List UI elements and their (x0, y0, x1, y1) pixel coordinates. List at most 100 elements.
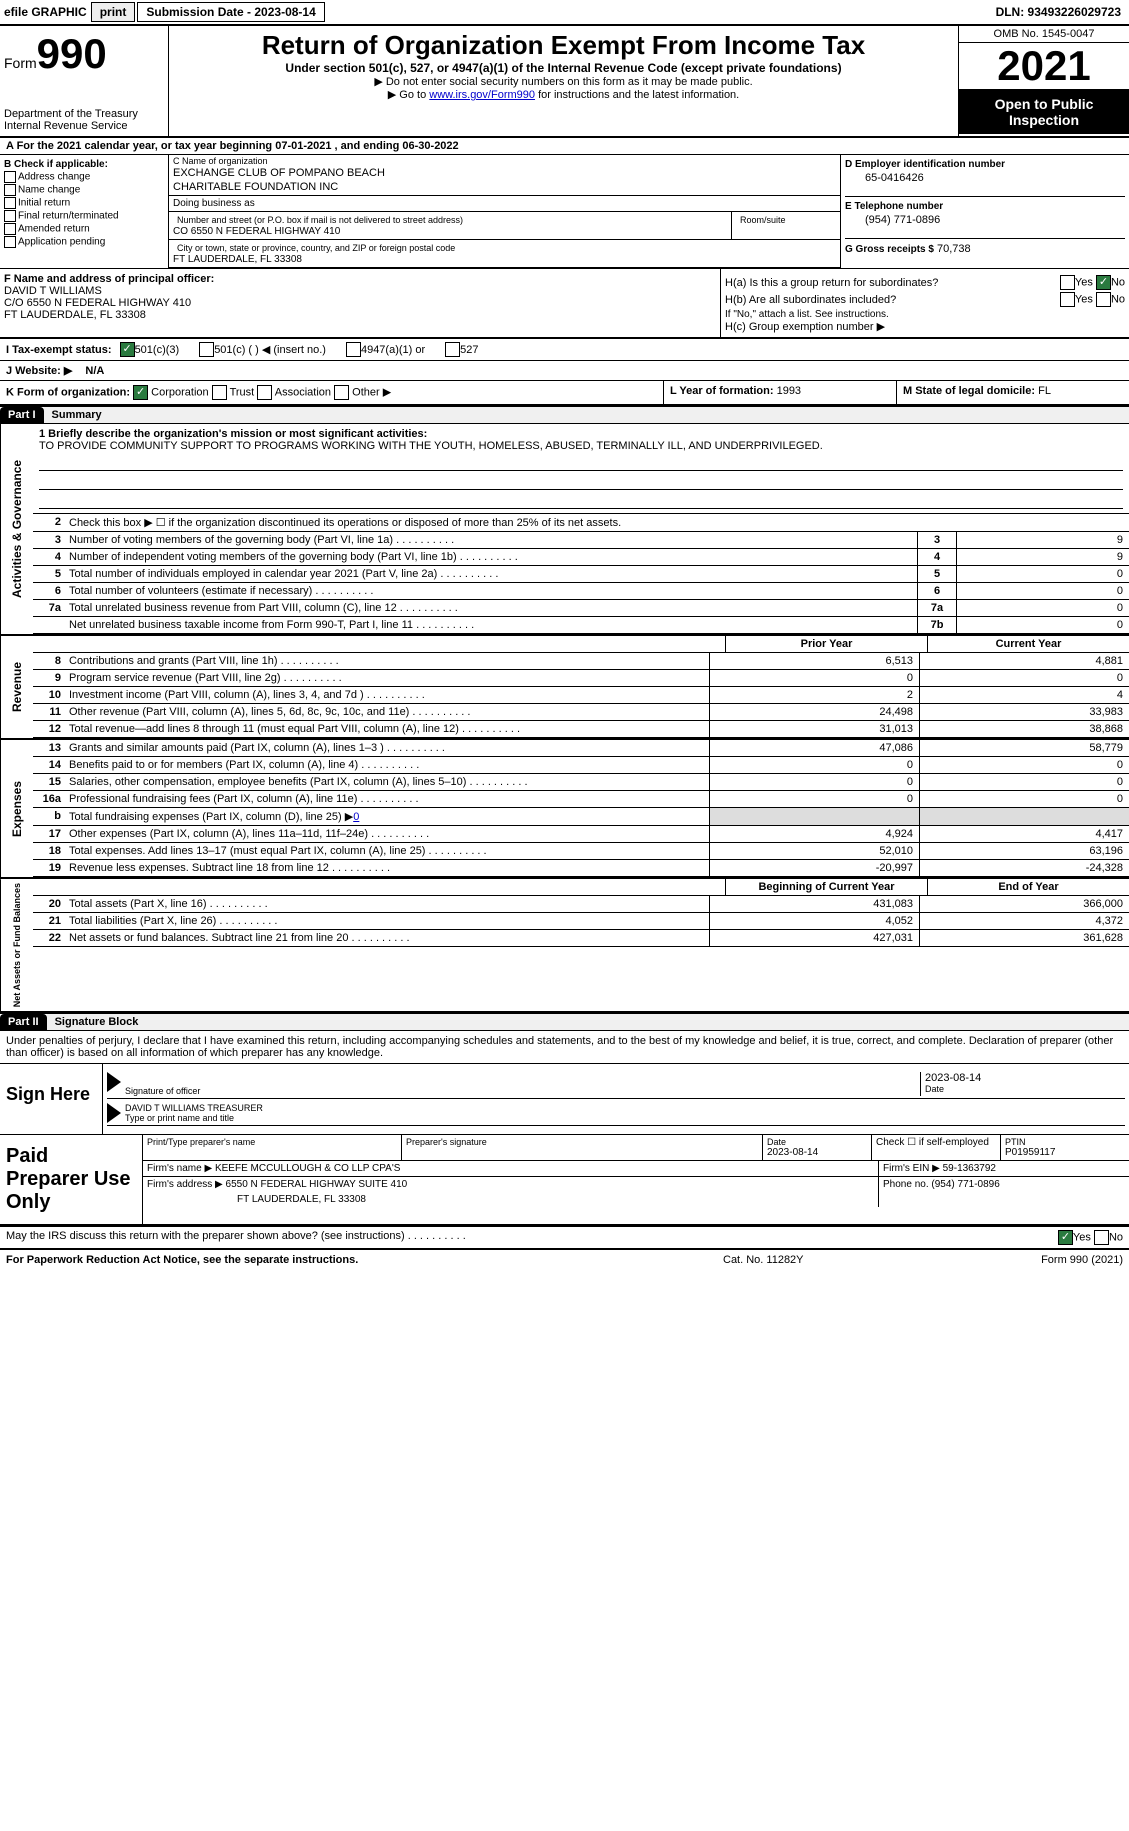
checkbox-trust[interactable] (212, 385, 227, 400)
checkbox-501c3[interactable]: ✓ (120, 342, 135, 357)
label-initial: Initial return (18, 198, 70, 209)
row-prior: 431,083 (709, 896, 919, 912)
city-label: City or town, state or province, country… (173, 242, 836, 254)
l-label: L Year of formation: (670, 385, 774, 397)
begin-year-h: Beginning of Current Year (725, 879, 927, 895)
subtitle-ssn: ▶ Do not enter social security numbers o… (173, 75, 954, 88)
label-addr-change: Address change (18, 172, 90, 183)
j-label: J Website: ▶ (6, 365, 72, 377)
return-title: Return of Organization Exempt From Incom… (173, 30, 954, 61)
sign-here-label: Sign Here (0, 1064, 103, 1134)
line2-desc: Check this box ▶ ☐ if the organization d… (65, 514, 1129, 531)
firm-ein-label: Firm's EIN ▶ (883, 1163, 940, 1174)
prior-year-h: Prior Year (725, 636, 927, 652)
label-name-change: Name change (18, 185, 80, 196)
fin-row: 21 Total liabilities (Part X, line 26) 4… (33, 913, 1129, 930)
prep-date: 2023-08-14 (767, 1147, 867, 1158)
ha-label: H(a) Is this a group return for subordin… (725, 277, 938, 289)
row-prior: 31,013 (709, 721, 919, 737)
checkbox-corp[interactable]: ✓ (133, 385, 148, 400)
fin-row: 17 Other expenses (Part IX, column (A), … (33, 826, 1129, 843)
i-label: I Tax-exempt status: (6, 344, 112, 356)
prep-name-label: Print/Type preparer's name (147, 1137, 397, 1147)
ha-no-checkbox[interactable]: ✓ (1096, 275, 1111, 290)
firm-phone: (954) 771-0896 (931, 1179, 999, 1190)
hb-no-checkbox[interactable] (1096, 292, 1111, 307)
row-desc: Program service revenue (Part VIII, line… (65, 670, 709, 686)
vert-rev: Revenue (0, 636, 33, 738)
hc-label: H(c) Group exemption number ▶ (725, 320, 1125, 333)
room-label: Room/suite (736, 214, 836, 226)
form-number: 990 (37, 30, 107, 77)
row-desc: Total number of volunteers (estimate if … (65, 583, 917, 599)
gross-label: G Gross receipts $ (845, 244, 934, 255)
discuss-no-checkbox[interactable] (1094, 1230, 1109, 1245)
row-curr: 4,417 (919, 826, 1129, 842)
discuss-yes-checkbox[interactable]: ✓ (1058, 1230, 1073, 1245)
ha-yes-checkbox[interactable] (1060, 275, 1075, 290)
street-label: Number and street (or P.O. box if mail i… (173, 214, 727, 226)
form990-link[interactable]: www.irs.gov/Form990 (429, 89, 535, 101)
fin-row: 20 Total assets (Part X, line 16) 431,08… (33, 896, 1129, 913)
row-n: 19 (33, 860, 65, 876)
name-title-val: DAVID T WILLIAMS TREASURER (125, 1103, 1125, 1113)
row-prior: 52,010 (709, 843, 919, 859)
row-val: 0 (956, 617, 1129, 633)
row-desc: Total number of individuals employed in … (65, 566, 917, 582)
cal-pre: A For the 2021 calendar year, or tax yea… (6, 140, 275, 152)
row-val: 9 (956, 532, 1129, 548)
department: Department of the Treasury Internal Reve… (4, 108, 164, 132)
checkbox-app-pending[interactable] (4, 236, 16, 248)
phone-label: E Telephone number (845, 201, 1125, 212)
discuss-text: May the IRS discuss this return with the… (6, 1230, 405, 1242)
line2: 2 Check this box ▶ ☐ if the organization… (33, 514, 1129, 532)
prep-date-label: Date (767, 1137, 867, 1147)
checkbox-527[interactable] (445, 342, 460, 357)
firm-phone-label: Phone no. (883, 1179, 929, 1190)
part2-title: Signature Block (47, 1014, 1129, 1030)
row-n: 22 (33, 930, 65, 946)
l-value: 1993 (777, 385, 801, 397)
label-527: 527 (460, 344, 478, 356)
fin-row: 11 Other revenue (Part VIII, column (A),… (33, 704, 1129, 721)
prep-sig-label: Preparer's signature (406, 1137, 758, 1147)
gov-row: 3 Number of voting members of the govern… (33, 532, 1129, 549)
row-prior: 0 (709, 670, 919, 686)
net-header: Beginning of Current Year End of Year (33, 879, 1129, 896)
checkbox-final[interactable] (4, 210, 16, 222)
checkbox-assoc[interactable] (257, 385, 272, 400)
checkbox-initial[interactable] (4, 197, 16, 209)
checkbox-amended[interactable] (4, 223, 16, 235)
vert-exp: Expenses (0, 740, 33, 877)
row-curr: 0 (919, 670, 1129, 686)
name-title-label: Type or print name and title (125, 1113, 1125, 1123)
arrow-icon (107, 1072, 121, 1092)
checkbox-addr-change[interactable] (4, 171, 16, 183)
row-curr: 0 (919, 774, 1129, 790)
discuss-no: No (1109, 1232, 1123, 1244)
print-button[interactable]: print (91, 2, 136, 22)
line-16b: b Total fundraising expenses (Part IX, c… (33, 808, 1129, 826)
part2-header: Part II (0, 1014, 47, 1030)
org-name-2: CHARITABLE FOUNDATION INC (169, 181, 840, 195)
gov-row: 7a Total unrelated business revenue from… (33, 600, 1129, 617)
submission-date: Submission Date - 2023-08-14 (137, 2, 324, 22)
footer: For Paperwork Reduction Act Notice, see … (0, 1248, 1129, 1270)
row-desc: Benefits paid to or for members (Part IX… (65, 757, 709, 773)
form-label: Form (4, 55, 37, 71)
checkbox-4947[interactable] (346, 342, 361, 357)
row-desc: Revenue less expenses. Subtract line 18 … (65, 860, 709, 876)
checkbox-501c[interactable] (199, 342, 214, 357)
top-bar: efile GRAPHIC print Submission Date - 20… (0, 0, 1129, 26)
hb-yes-checkbox[interactable] (1060, 292, 1075, 307)
mission-label: 1 Briefly describe the organization's mi… (39, 428, 1123, 440)
section-b: B Check if applicable: Address change Na… (0, 155, 169, 268)
m-value: FL (1038, 385, 1051, 397)
row-prior: 4,052 (709, 913, 919, 929)
checkbox-other[interactable] (334, 385, 349, 400)
ein-label: D Employer identification number (845, 159, 1125, 170)
f-name: DAVID T WILLIAMS (4, 285, 716, 297)
checkbox-name-change[interactable] (4, 184, 16, 196)
end-year-h: End of Year (927, 879, 1129, 895)
section-d-e-g: D Employer identification number 65-0416… (841, 155, 1129, 268)
